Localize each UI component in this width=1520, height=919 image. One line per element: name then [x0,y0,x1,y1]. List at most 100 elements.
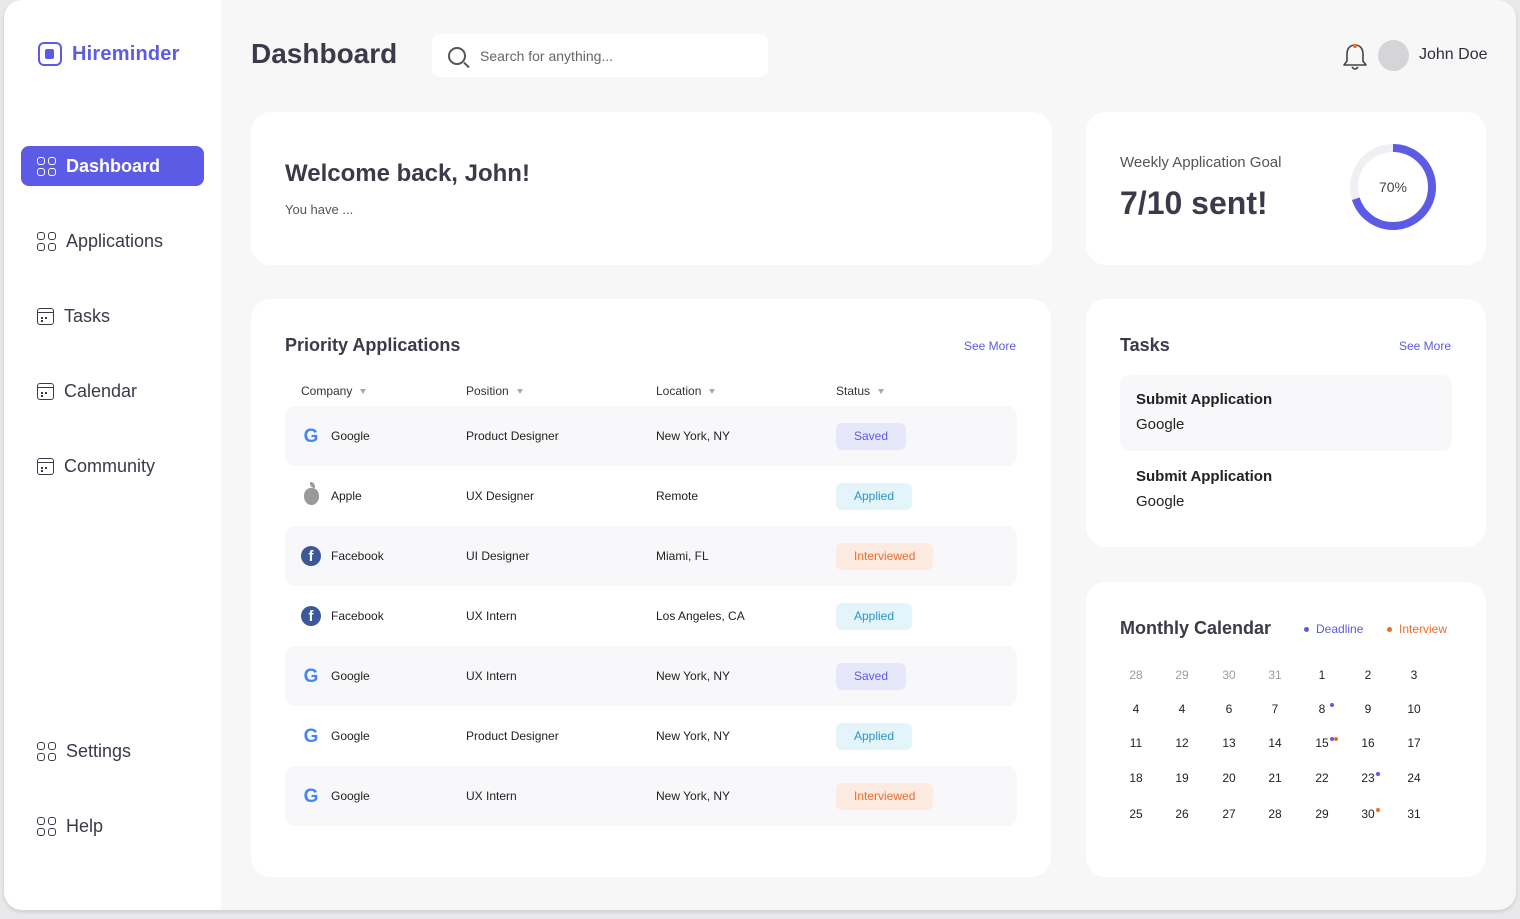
table-row[interactable]: G Google UX Intern New York, NY Interviewed [285,766,1017,826]
status-cell: Saved [836,646,907,706]
app-logo[interactable]: Hireminder [38,42,180,66]
calendar-day[interactable]: 28 [1121,668,1151,682]
calendar-day[interactable]: 31 [1260,668,1290,682]
column-label: Position [466,384,509,398]
calendar-day[interactable]: 13 [1214,736,1244,750]
calendar-day[interactable]: 11 [1121,736,1151,750]
calendar-day[interactable]: 6 [1214,702,1244,716]
priority-see-more-link[interactable]: See More [964,339,1017,353]
google-icon: G [303,425,319,447]
table-row[interactable]: G Google Product Designer New York, NY Appli… [285,706,1017,766]
google-icon: G [303,785,319,807]
app-name: Hireminder [72,42,180,65]
welcome-heading: Welcome back, John! [285,160,530,187]
calendar-day-number: 17 [1407,736,1421,750]
status-badge[interactable]: Saved [836,662,907,690]
sidebar-item-calendar[interactable]: Calendar [21,371,204,411]
calendar-day[interactable]: 8 [1307,702,1337,716]
company-name: Facebook [331,549,384,563]
sidebar-item-help[interactable]: Help [21,806,204,846]
status-badge[interactable]: Interviewed [836,542,934,570]
calendar-day[interactable]: 16 [1353,736,1383,750]
table-row[interactable]: G Google UX Intern New York, NY Saved [285,646,1017,706]
calendar-day[interactable]: 25 [1121,807,1151,821]
sidebar-item-applications[interactable]: Applications [21,221,204,261]
calendar-day[interactable]: 9 [1353,702,1383,716]
column-header-status[interactable]: Status [836,384,885,398]
status-badge[interactable]: Applied [836,722,913,750]
avatar[interactable] [1378,40,1409,71]
priority-title: Priority Applications [285,335,461,355]
column-header-location[interactable]: Location [656,384,716,398]
company-name: Google [331,669,370,683]
tasks-card: Tasks See More Submit Application Google… [1086,299,1486,547]
interview-dot-icon [1376,808,1380,812]
location-cell: New York, NY [656,669,731,683]
calendar-day[interactable]: 2 [1353,668,1383,682]
calendar-day[interactable]: 12 [1167,736,1197,750]
calendar-day[interactable]: 23 [1353,771,1383,785]
status-badge[interactable]: Saved [836,422,907,450]
task-company: Google [1136,493,1185,510]
status-cell: Saved [836,406,907,466]
table-row[interactable]: G Google Product Designer New York, NY Saved [285,406,1017,466]
calendar-icon [37,382,54,400]
column-header-company[interactable]: Company [301,384,367,398]
tasks-see-more-link[interactable]: See More [1399,339,1452,353]
calendar-day[interactable]: 29 [1307,807,1337,821]
status-badge[interactable]: Applied [836,602,913,630]
calendar-day[interactable]: 19 [1167,771,1197,785]
calendar-day[interactable]: 27 [1214,807,1244,821]
calendar-day[interactable]: 7 [1260,702,1290,716]
sidebar-item-label: Calendar [64,380,138,401]
calendar-day-number: 21 [1268,771,1282,785]
calendar-icon [37,457,54,475]
goal-label: Weekly Application Goal [1120,154,1282,171]
status-badge[interactable]: Applied [836,482,913,510]
calendar-day[interactable]: 26 [1167,807,1197,821]
calendar-day[interactable]: 18 [1121,771,1151,785]
calendar-day[interactable]: 14 [1260,736,1290,750]
grid-icon [37,816,56,836]
calendar-day[interactable]: 15 [1307,736,1338,750]
table-row[interactable]: f Facebook UX Intern Los Angeles, CA Applied [285,586,1017,646]
calendar-title: Monthly Calendar [1120,618,1272,638]
task-item[interactable]: Submit Application Google [1120,452,1452,528]
calendar-day-number: 13 [1222,736,1236,750]
sidebar-item-tasks[interactable]: Tasks [21,296,204,336]
table-row[interactable]: f Facebook UI Designer Miami, FL Interviewed [285,526,1017,586]
bell-icon[interactable] [1342,42,1368,72]
calendar-day[interactable]: 20 [1214,771,1244,785]
calendar-day[interactable]: 30 [1353,807,1383,821]
search-input[interactable] [480,47,740,64]
calendar-day[interactable]: 28 [1260,807,1290,821]
calendar-day[interactable]: 4 [1121,702,1151,716]
calendar-day[interactable]: 21 [1260,771,1290,785]
sidebar-item-dashboard[interactable]: Dashboard [21,146,204,186]
table-row[interactable]: Apple UX Designer Remote Applied [285,466,1017,526]
calendar-day[interactable]: 1 [1307,668,1337,682]
user-name[interactable]: John Doe [1419,46,1488,63]
calendar-day[interactable]: 29 [1167,668,1197,682]
column-label: Status [836,384,871,398]
sidebar-item-settings[interactable]: Settings [21,731,204,771]
calendar-day-number: 25 [1129,807,1143,821]
goal-progress-arc [1350,144,1436,230]
tasks-title: Tasks [1120,335,1170,355]
status-badge[interactable]: Interviewed [836,782,934,810]
calendar-day[interactable]: 24 [1399,771,1429,785]
column-header-position[interactable]: Position [466,384,523,398]
calendar-day[interactable]: 22 [1307,771,1337,785]
location-cell: New York, NY [656,729,731,743]
calendar-day[interactable]: 17 [1399,736,1429,750]
calendar-day[interactable]: 4 [1167,702,1197,716]
company-name: Google [331,789,370,803]
company-name: Facebook [331,609,384,623]
task-item[interactable]: Submit Application Google [1120,375,1452,451]
calendar-day[interactable]: 30 [1214,668,1244,682]
sidebar-item-community[interactable]: Community [21,446,204,486]
calendar-day[interactable]: 31 [1399,807,1429,821]
search-bar[interactable] [432,34,768,77]
calendar-day[interactable]: 3 [1399,668,1429,682]
calendar-day[interactable]: 10 [1399,702,1429,716]
